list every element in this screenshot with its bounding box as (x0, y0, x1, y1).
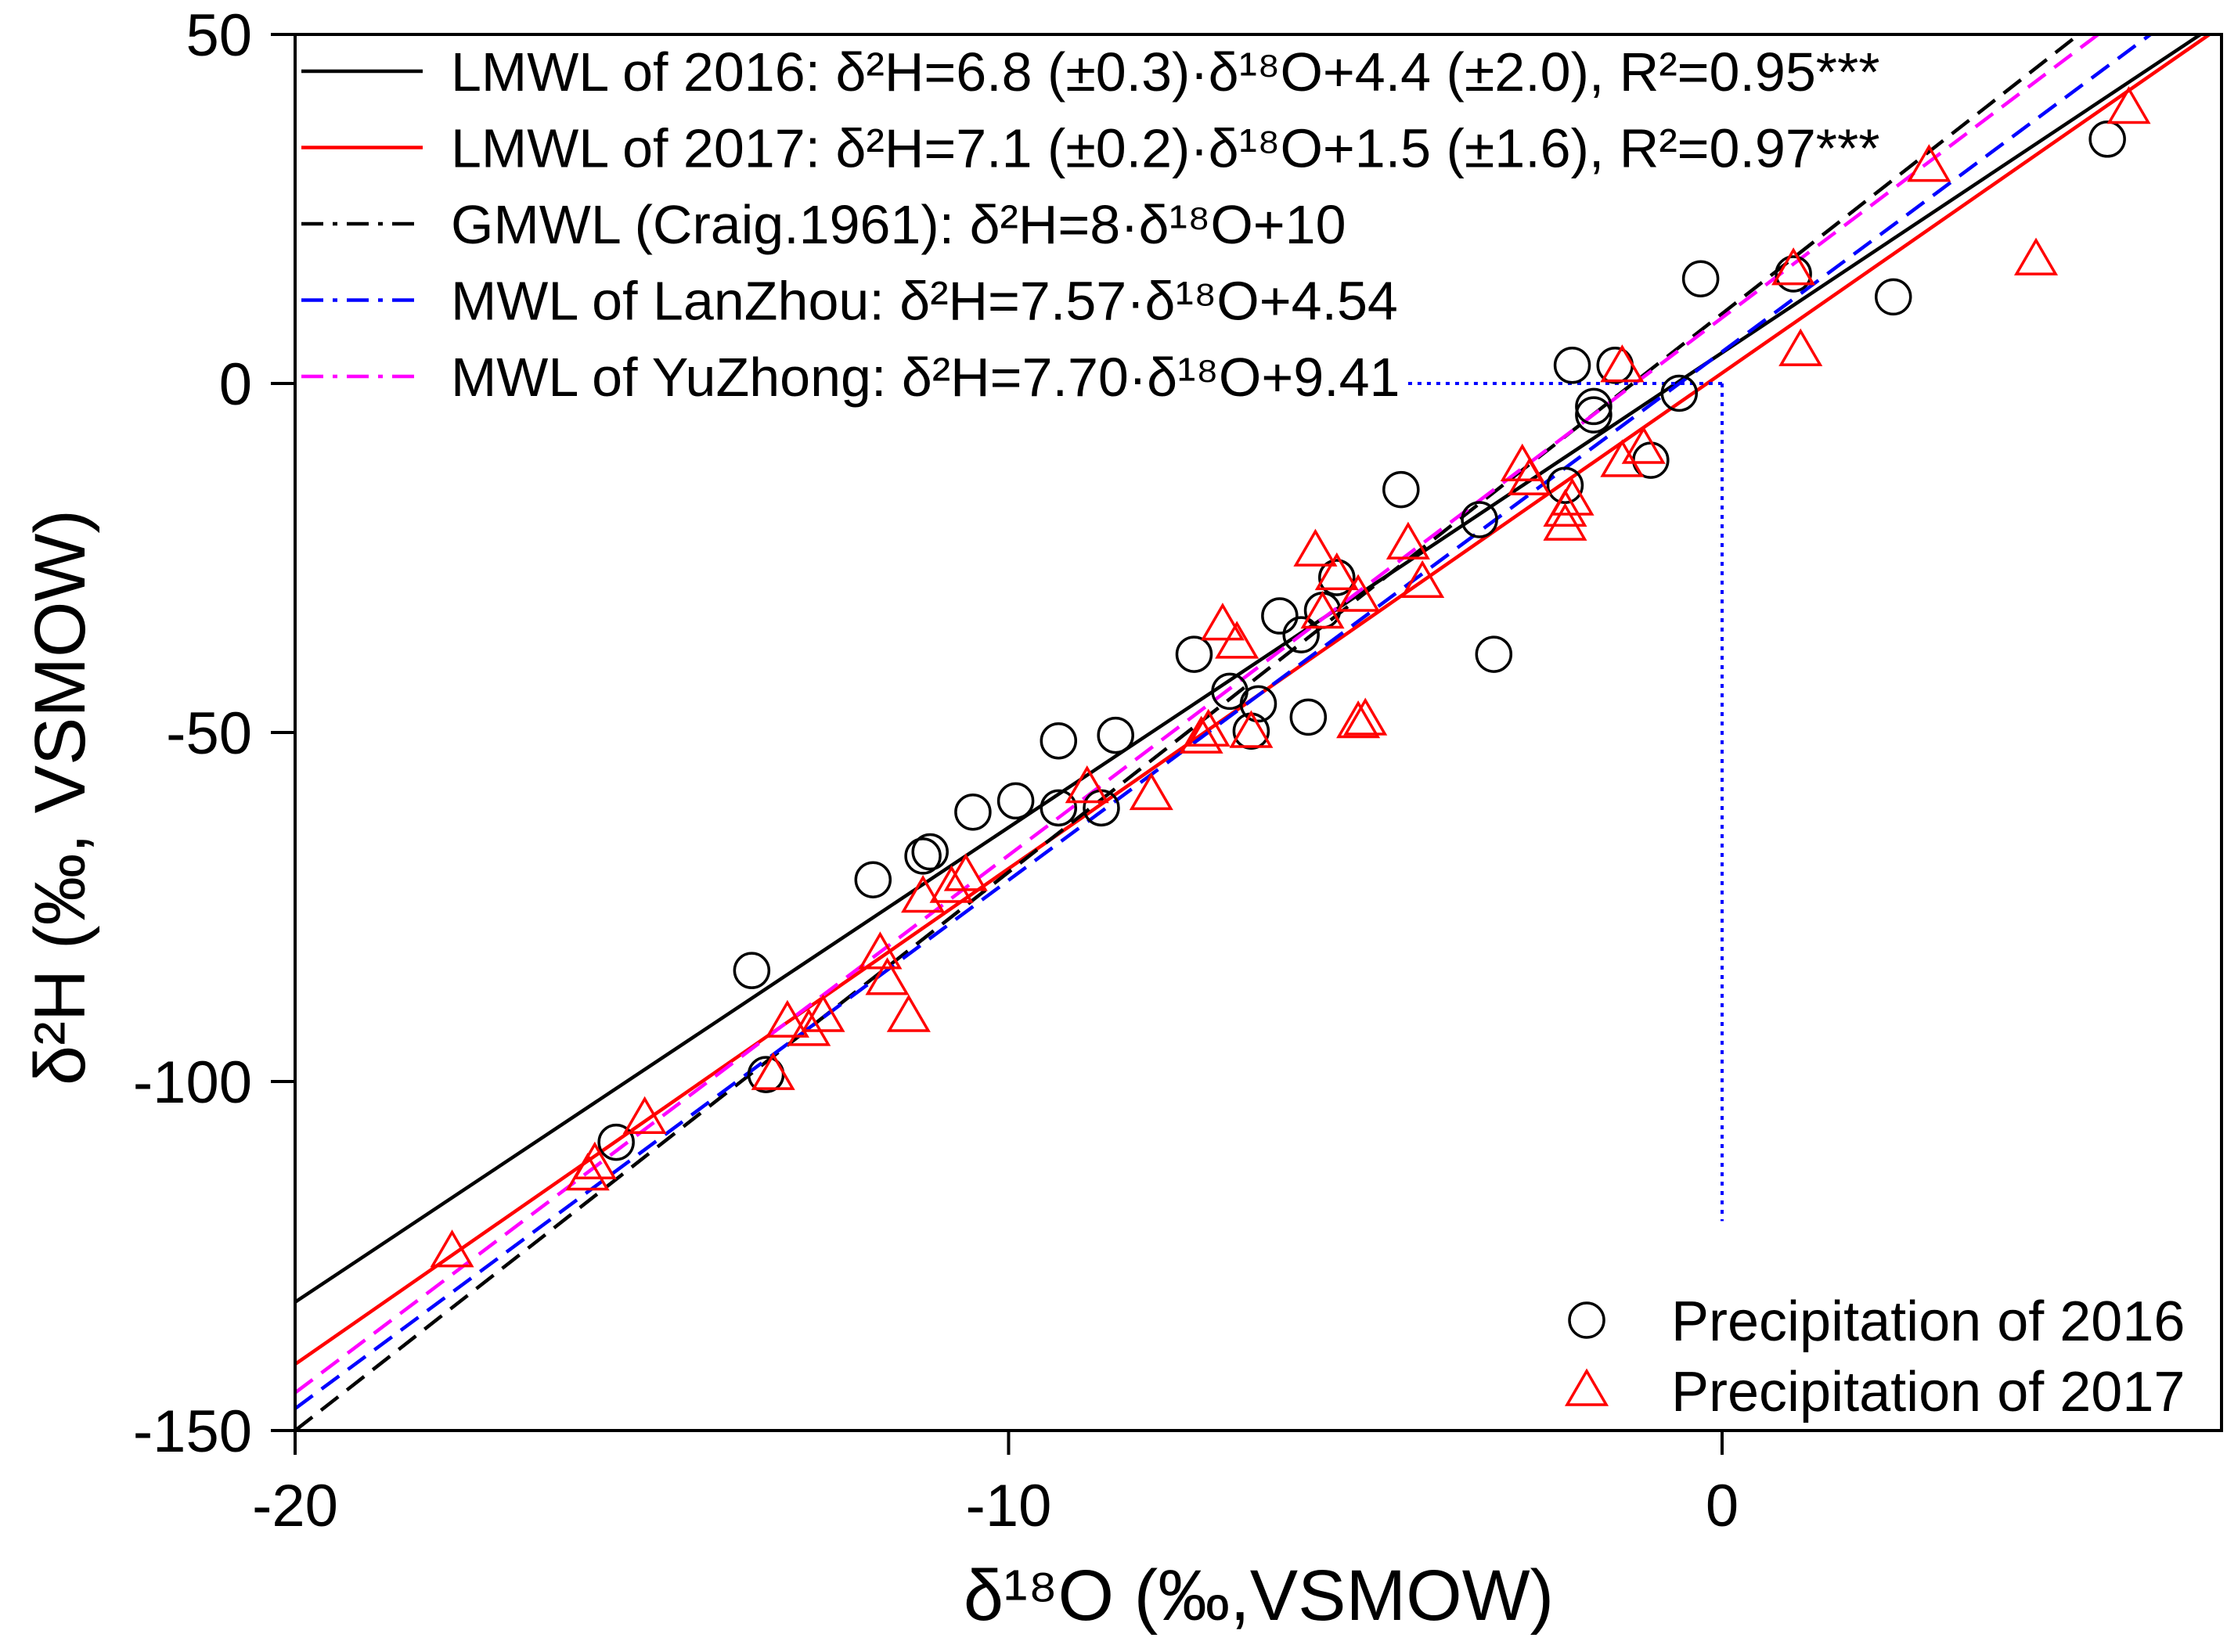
point-2016 (1775, 255, 1812, 293)
x-tick-label: 0 (1706, 1473, 1739, 1539)
point-2017 (430, 1229, 474, 1268)
y-tick-label: 0 (219, 351, 252, 418)
point-2017 (1621, 426, 1666, 464)
point-2016 (1660, 374, 1699, 412)
lines-legend: LMWL of 2016: δ²H=6.8 (±0.3)·δ¹⁸O+4.4 (±… (301, 41, 1880, 408)
legend-label-2017: Precipitation of 2017 (1671, 1361, 2185, 1423)
lmwl-2017-line-legend-label: LMWL of 2017: δ²H=7.1 (±0.2)·δ¹⁸O+1.5 (±… (451, 118, 1880, 179)
point-2016 (1575, 396, 1613, 434)
x-axis-title: δ¹⁸O (‰,VSMOW) (964, 1556, 1554, 1636)
reference-lines-layer (1407, 382, 1724, 1222)
y-tick-label: -50 (166, 700, 252, 767)
point-2017 (929, 865, 974, 903)
point-2017 (1507, 457, 1551, 495)
point-2016 (1475, 635, 1513, 673)
point-2017 (1200, 603, 1245, 641)
point-2016 (1553, 347, 1591, 384)
point-2016 (1289, 698, 1328, 736)
point-2016 (1097, 716, 1134, 754)
point-2017 (865, 957, 910, 995)
point-2017 (1600, 344, 1645, 383)
point-2016 (996, 782, 1035, 820)
lanzhou-mwl-line-legend-label: MWL of LanZhou: δ²H=7.57·δ¹⁸O+4.54 (451, 271, 1398, 332)
point-2016 (1040, 722, 1078, 760)
point-2017 (1186, 708, 1231, 747)
point-2016 (597, 1123, 635, 1161)
point-2017 (1229, 710, 1274, 748)
point-2016 (1874, 278, 1912, 316)
point-2016 (904, 837, 942, 875)
y-tick-label: 50 (186, 2, 252, 69)
y-axis-title: δ²H (‰, VSMOW) (20, 509, 100, 1085)
point-2016 (1211, 672, 1249, 711)
point-2017 (565, 1153, 610, 1191)
point-2016 (1382, 470, 1420, 509)
point-2016 (733, 952, 771, 989)
point-2017 (751, 1052, 795, 1090)
point-2017 (801, 994, 845, 1032)
point-2016 (854, 861, 892, 898)
point-2017 (1343, 697, 1388, 736)
point-2016 (1681, 260, 1720, 297)
yuzhong-mwl-line (295, 34, 2102, 1395)
point-2017 (765, 999, 809, 1038)
markers-legend: Precipitation of 2016 Precipitation of 20… (1564, 1290, 2185, 1423)
y-tick-label: -100 (133, 1049, 252, 1116)
point-2017 (1129, 772, 1173, 811)
point-2017 (1179, 715, 1223, 754)
point-2017 (787, 1008, 831, 1046)
point-2017 (1065, 765, 1109, 804)
point-2017 (1600, 439, 1645, 477)
point-2017 (1293, 528, 1338, 567)
point-2016 (911, 833, 949, 871)
point-2017 (1778, 328, 1823, 366)
point-2016 (1546, 466, 1584, 504)
point-2016 (1175, 635, 1213, 673)
x-tick-label: -20 (252, 1473, 338, 1539)
point-2017 (886, 994, 931, 1032)
gmwl-line-legend-label: GMWL (Craig.1961): δ²H=8·δ¹⁸O+10 (451, 194, 1346, 255)
point-2016 (2088, 121, 2126, 158)
legend-label-2016: Precipitation of 2016 (1671, 1290, 2185, 1353)
lanzhou-mwl-line (295, 34, 2154, 1410)
point-2016 (1040, 789, 1078, 827)
point-2017 (1336, 574, 1381, 612)
point-2017 (1543, 502, 1587, 541)
lmwl-2016-line (295, 34, 2204, 1304)
point-2017 (1336, 700, 1381, 739)
point-2016 (1318, 559, 1356, 596)
point-2017 (1300, 590, 1345, 629)
point-2017 (1215, 621, 1259, 659)
point-2017 (1386, 521, 1430, 560)
point-2016 (1461, 501, 1498, 538)
point-2017 (1314, 552, 1359, 591)
point-2017 (622, 1096, 667, 1135)
axes-layer: 500-50-100-150-20 -10 0 (133, 2, 1739, 1539)
point-2017 (943, 853, 988, 891)
point-2017 (2013, 237, 2059, 275)
point-2017 (1543, 488, 1587, 527)
point-2017 (1771, 247, 1816, 286)
legend-marker-2016 (1568, 1301, 1605, 1339)
lmwl-2016-line-legend-label: LMWL of 2016: δ²H=6.8 (±0.3)·δ¹⁸O+4.4 (±… (451, 41, 1880, 103)
point-2016 (954, 793, 992, 831)
point-2017 (858, 931, 903, 970)
x-tick-label: -10 (966, 1473, 1052, 1539)
yuzhong-mwl-line-legend-label: MWL of YuZhong: δ²H=7.70·δ¹⁸O+9.41 (451, 347, 1400, 408)
point-2017 (901, 875, 946, 913)
point-2017 (1907, 144, 1951, 182)
y-tick-label: -150 (133, 1398, 252, 1465)
point-2016 (1282, 616, 1320, 653)
data-points-layer (430, 86, 2151, 1268)
point-2016 (1261, 597, 1299, 635)
point-2016 (1575, 387, 1613, 426)
point-2017 (2106, 86, 2151, 124)
legend-marker-2017 (1564, 1368, 1609, 1406)
point-2017 (1400, 560, 1445, 598)
